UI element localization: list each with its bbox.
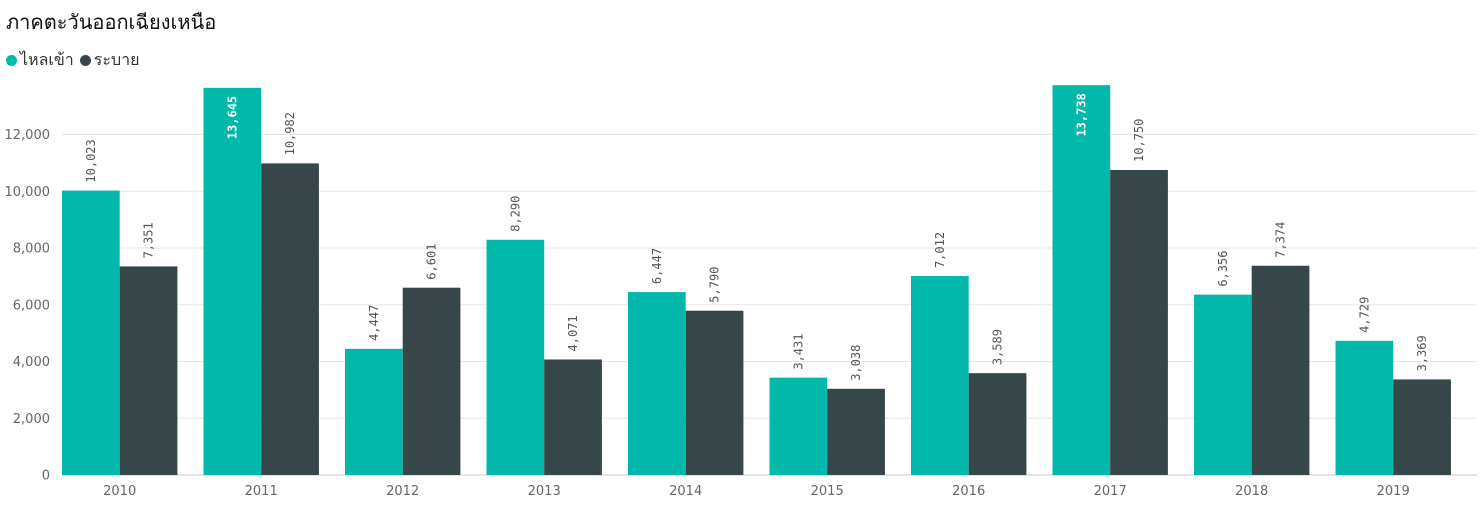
legend-item-inflow[interactable]: ไหลเข้า — [6, 48, 74, 73]
x-tick-label-2016: 2016 — [952, 484, 985, 499]
bar-outflow-2017[interactable] — [1110, 169, 1168, 475]
data-label-outflow-2019: 3,369 — [1415, 335, 1429, 371]
chart-title: ภาคตะวันออกเฉียงเหนือ — [6, 10, 217, 34]
x-tick-label-2010: 2010 — [103, 484, 136, 499]
data-label-inflow-2019: 4,729 — [1357, 297, 1371, 333]
data-label-inflow-2012: 4,447 — [367, 305, 381, 341]
data-label-inflow-2014: 6,447 — [650, 248, 664, 284]
legend-item-outflow[interactable]: ระบาย — [79, 48, 140, 73]
bar-inflow-2011[interactable] — [203, 87, 262, 476]
y-tick-label-6: 12,000 — [5, 128, 51, 143]
y-tick-label-1: 2,000 — [13, 412, 50, 427]
bar-outflow-2010[interactable] — [119, 266, 178, 475]
bar-outflow-2019[interactable] — [1393, 379, 1451, 475]
bar-inflow-2019[interactable] — [1335, 340, 1394, 475]
legend-label-outflow: ระบาย — [93, 50, 140, 69]
bar-inflow-2014[interactable] — [628, 292, 686, 475]
bar-outflow-2011[interactable] — [261, 163, 319, 476]
data-label-outflow-2013: 4,071 — [566, 315, 580, 351]
bar-inflow-2016[interactable] — [911, 276, 969, 475]
x-tick-label-2015: 2015 — [811, 484, 844, 499]
data-label-inflow-2010: 10,023 — [84, 139, 98, 182]
y-tick-label-0: 0 — [42, 469, 50, 484]
legend-marker-inflow — [6, 55, 17, 66]
x-tick-label-2018: 2018 — [1235, 484, 1268, 499]
bar-inflow-2018[interactable] — [1194, 294, 1252, 475]
bar-outflow-2012[interactable] — [402, 287, 461, 475]
data-label-outflow-2015: 3,038 — [849, 345, 863, 381]
legend-marker-outflow — [79, 55, 91, 66]
y-tick-label-2: 4,000 — [13, 355, 50, 370]
data-label-outflow-2014: 5,790 — [708, 267, 722, 303]
data-label-inflow-2018: 6,356 — [1216, 251, 1230, 287]
data-label-inflow-2011: 13,645 — [225, 96, 239, 139]
x-tick-label-2014: 2014 — [669, 484, 702, 499]
bar-inflow-2012[interactable] — [345, 348, 403, 475]
x-tick-label-2012: 2012 — [386, 484, 419, 499]
data-label-outflow-2012: 6,601 — [425, 244, 439, 280]
bar-inflow-2013[interactable] — [486, 239, 545, 475]
data-label-outflow-2017: 10,750 — [1132, 119, 1146, 162]
bar-inflow-2010[interactable] — [62, 190, 120, 475]
bar-inflow-2017[interactable] — [1052, 85, 1111, 475]
bar-outflow-2016[interactable] — [968, 373, 1027, 475]
x-tick-label-2011: 2011 — [245, 484, 278, 499]
data-label-inflow-2015: 3,431 — [791, 334, 805, 370]
x-tick-label-2017: 2017 — [1094, 484, 1127, 499]
legend: ไหลเข้า ระบาย — [6, 48, 146, 73]
bar-inflow-2015[interactable] — [769, 377, 828, 475]
data-label-outflow-2018: 7,374 — [1274, 222, 1288, 258]
data-label-outflow-2011: 10,982 — [283, 112, 297, 155]
bar-outflow-2013[interactable] — [544, 359, 602, 475]
bar-outflow-2015[interactable] — [827, 388, 885, 475]
data-label-outflow-2016: 3,589 — [991, 329, 1005, 365]
y-tick-label-3: 6,000 — [13, 298, 50, 313]
x-tick-label-2013: 2013 — [528, 484, 561, 499]
data-label-inflow-2016: 7,012 — [933, 232, 947, 268]
y-tick-label-4: 8,000 — [13, 242, 50, 257]
y-tick-label-5: 10,000 — [5, 185, 51, 200]
legend-label-inflow: ไหลเข้า — [20, 50, 74, 69]
data-label-inflow-2013: 8,290 — [508, 196, 522, 232]
bar-outflow-2014[interactable] — [685, 310, 744, 475]
data-label-outflow-2010: 7,351 — [142, 222, 156, 258]
x-tick-label-2019: 2019 — [1377, 484, 1410, 499]
data-label-inflow-2017: 13,738 — [1074, 93, 1088, 136]
bar-outflow-2018[interactable] — [1251, 265, 1310, 475]
